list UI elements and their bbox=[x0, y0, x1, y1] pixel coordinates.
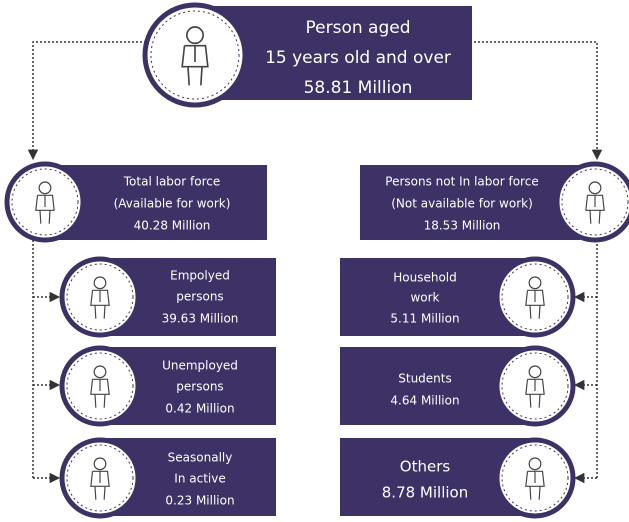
node-line: Seasonally bbox=[168, 451, 233, 465]
not-labor-force-node: Persons not In labor force (Not availabl… bbox=[360, 164, 629, 240]
node-line: 8.78 Million bbox=[382, 484, 468, 502]
diagram: Person aged 15 years old and over 58.81 … bbox=[0, 0, 629, 522]
node-line: persons bbox=[176, 380, 223, 394]
seasonal-node: Seasonally In active 0.23 Million bbox=[62, 438, 276, 516]
unemployed-node: Unemployed persons 0.42 Million bbox=[62, 347, 276, 425]
node-line: Persons not In labor force bbox=[385, 175, 538, 189]
node-line: (Not available for work) bbox=[391, 197, 533, 211]
node-line: Students bbox=[398, 372, 452, 386]
others-node: Others 8.78 Million bbox=[340, 438, 573, 516]
node-line: In active bbox=[174, 472, 225, 486]
node-line: 39.63 Million bbox=[162, 312, 239, 326]
node-line: 18.53 Million bbox=[424, 219, 501, 233]
node-line: Empolyed bbox=[170, 269, 230, 283]
node-line: 0.23 Million bbox=[165, 494, 234, 508]
node-line: 40.28 Million bbox=[134, 219, 211, 233]
top-node: Person aged 15 years old and over 58.81 … bbox=[145, 5, 472, 105]
top-line: 58.81 Million bbox=[304, 78, 413, 98]
node-line: 4.64 Million bbox=[390, 394, 459, 408]
node-line: Household bbox=[393, 271, 457, 285]
node-line: Unemployed bbox=[162, 359, 238, 373]
node-line: 0.42 Million bbox=[165, 402, 234, 416]
node-line: persons bbox=[176, 290, 223, 304]
top-line: 15 years old and over bbox=[265, 48, 451, 68]
labor-force-node: Total labor force (Available for work) 4… bbox=[7, 164, 267, 240]
students-node: Students 4.64 Million bbox=[340, 347, 573, 425]
node-line: work bbox=[410, 291, 439, 305]
node-line: Others bbox=[400, 458, 451, 476]
household-node: Household work 5.11 Million bbox=[340, 258, 573, 336]
node-line: 5.11 Million bbox=[390, 312, 459, 326]
node-line: Total labor force bbox=[123, 175, 220, 189]
employed-node: Empolyed persons 39.63 Million bbox=[62, 258, 276, 336]
top-line: Person aged bbox=[306, 18, 411, 38]
node-line: (Available for work) bbox=[114, 197, 231, 211]
